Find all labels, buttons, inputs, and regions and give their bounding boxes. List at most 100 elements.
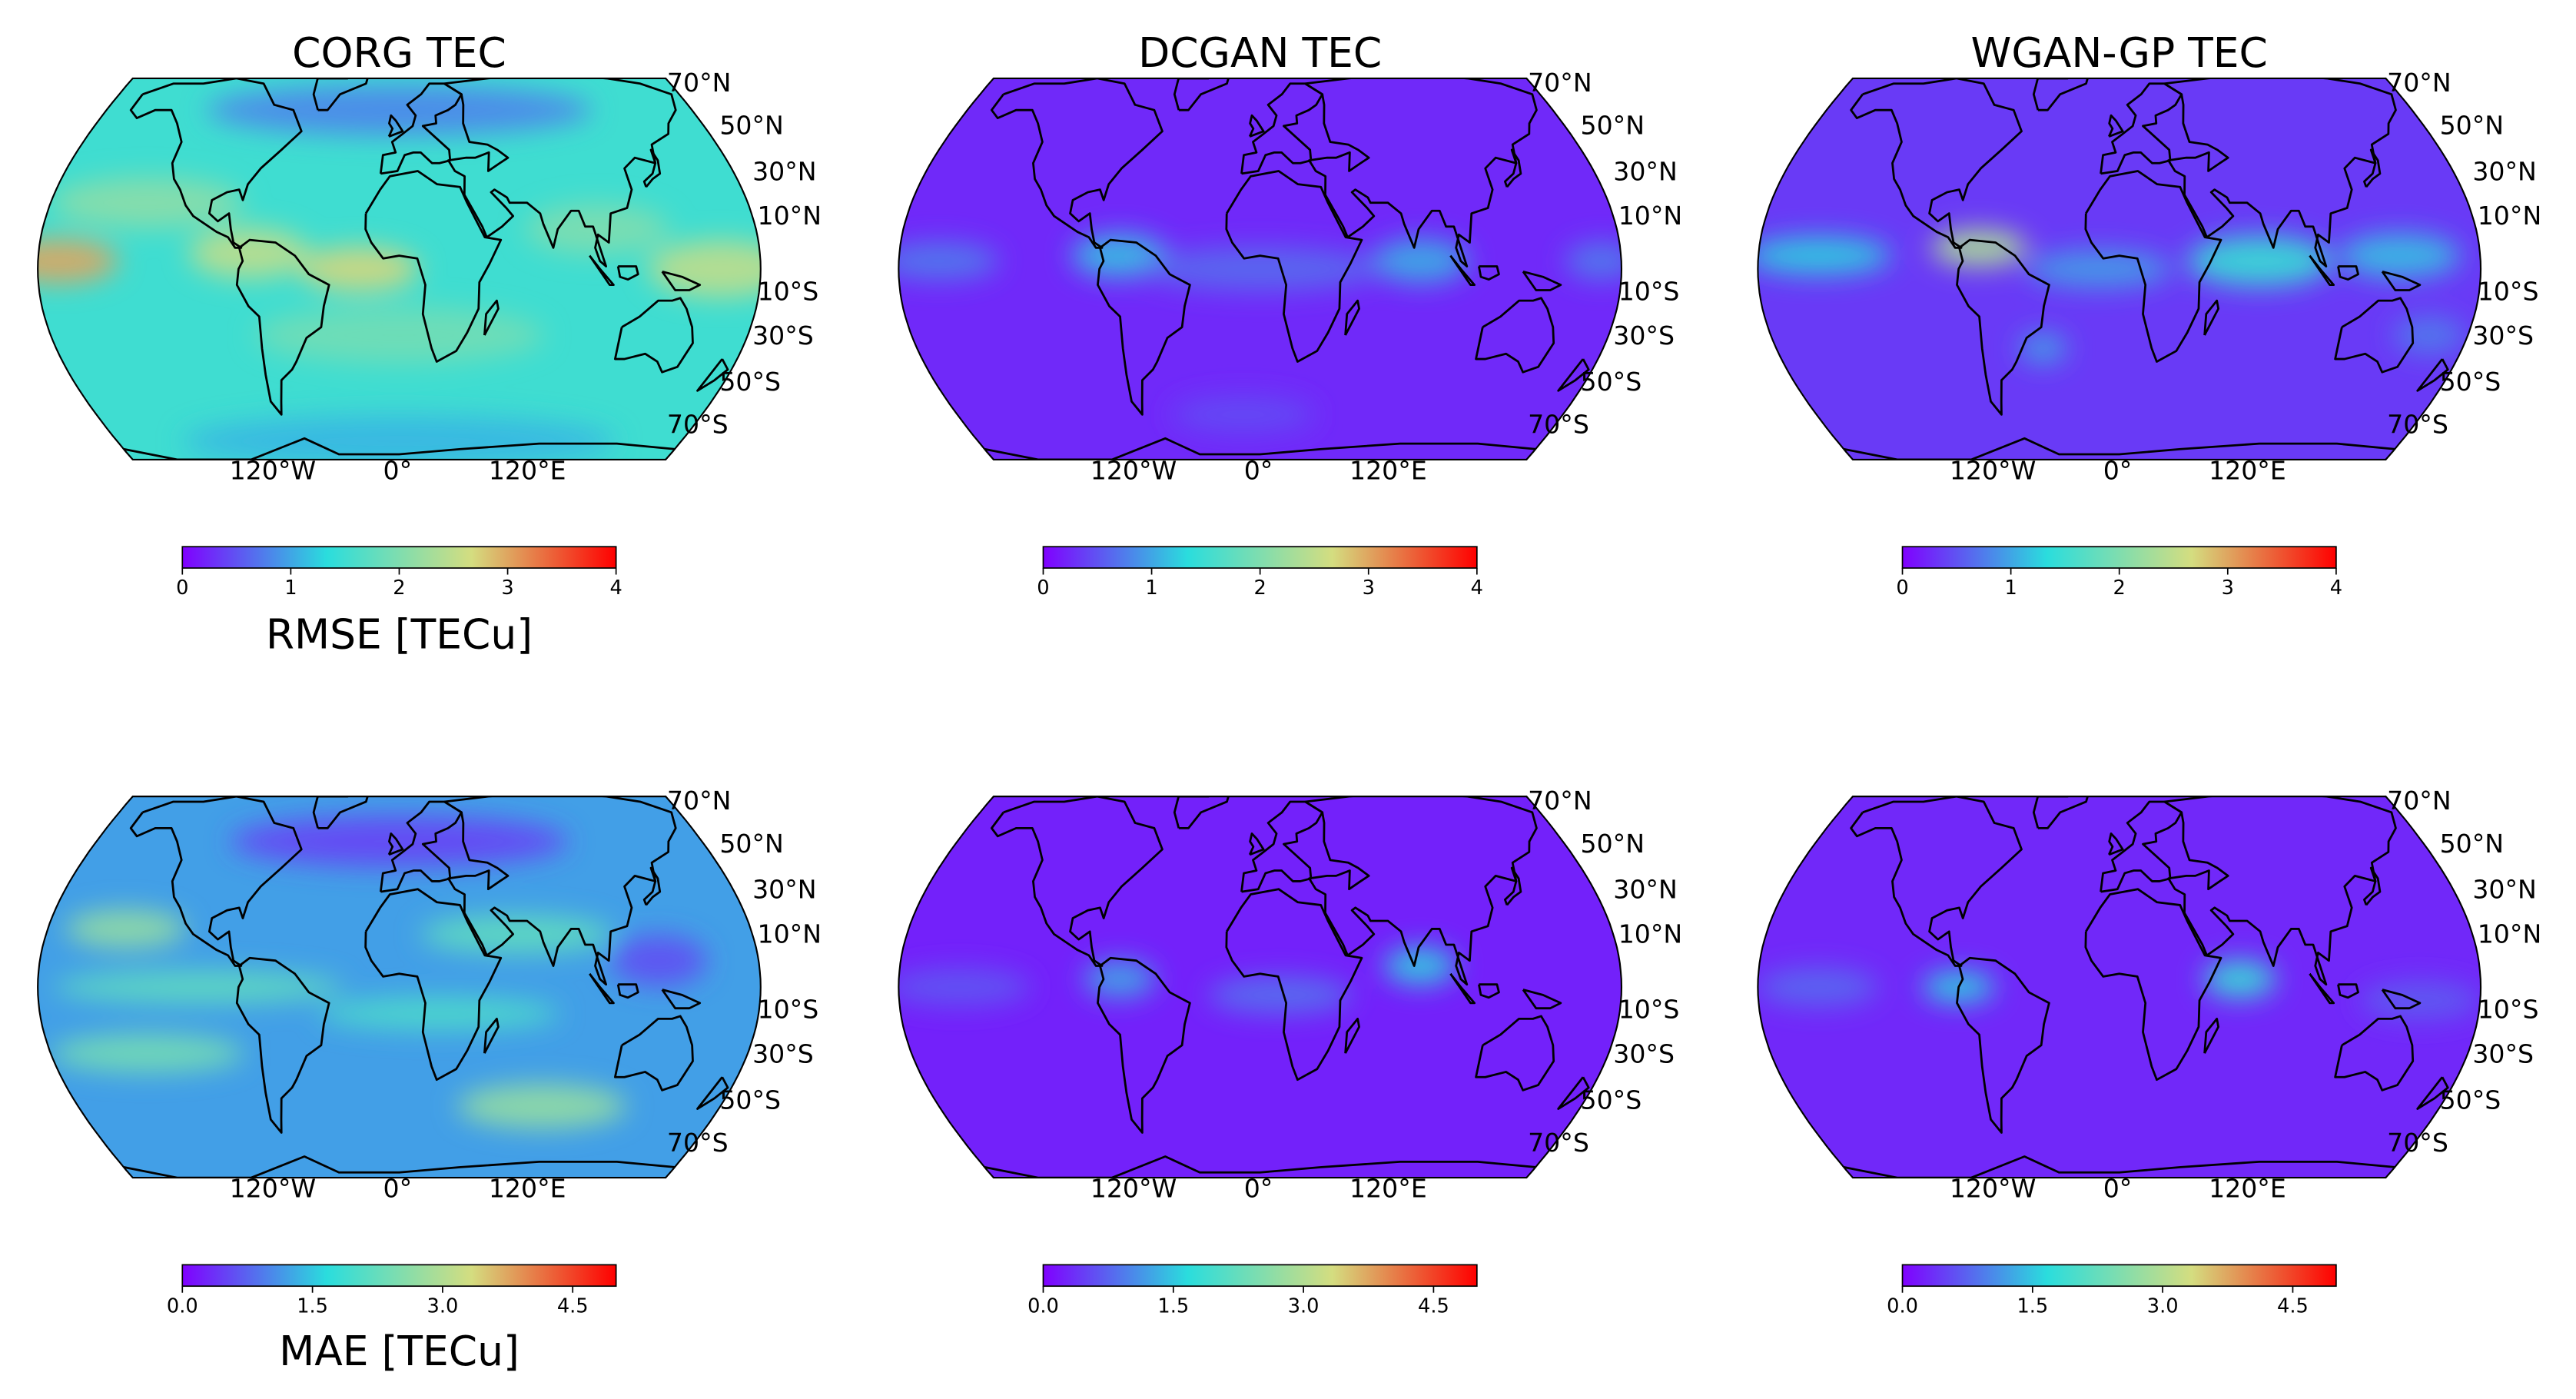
coastline [2309, 972, 2335, 1005]
lat-tick-label: 30°S [752, 1038, 814, 1068]
panel-dcgan-mae: 70°N 50°N 30°N 10°N 10°S 30°S 50°S 70°S 120°W 0° 1… [898, 786, 1682, 1318]
coastlines [1843, 78, 2449, 460]
colorbar-tick-label: 0 [1037, 577, 1049, 600]
lat-tick-label: 30°S [1613, 321, 1675, 351]
heatmap-blob [254, 306, 544, 364]
lat-tick-label: 70°N [2387, 786, 2452, 816]
lat-tick-label: 50°N [2440, 111, 2505, 141]
colorbar-tick-label: 1.5 [1157, 1294, 1189, 1318]
lat-tick-label: 70°N [1528, 786, 1592, 816]
lat-tick-label: 30°S [2472, 321, 2534, 351]
lon-tick-label: 120°W [230, 456, 317, 486]
heatmap-blob [2339, 233, 2461, 278]
colorbar-tick-label: 3.0 [2147, 1294, 2179, 1318]
lat-tick-label: 10°N [758, 919, 822, 949]
coastline [379, 82, 463, 175]
heatmap-blob [206, 85, 593, 136]
panel-wgan-mae: 70°N 50°N 30°N 10°N 10°S 30°S 50°S 70°S 120°W 0° 1… [1757, 786, 2541, 1318]
coastline [1097, 238, 1191, 416]
coastline [1240, 800, 1324, 893]
lat-tick-label: 10°N [758, 201, 822, 231]
lon-tick-label: 120°E [2209, 1174, 2286, 1204]
coastline [1304, 796, 1538, 986]
coastline [2334, 1015, 2415, 1092]
heatmap-field [38, 78, 761, 460]
coastline [2107, 114, 2124, 138]
heatmap-blob [1565, 241, 1622, 281]
heatmap-blob [51, 177, 244, 228]
colorbar [181, 1264, 617, 1288]
lat-tick-label: 70°S [667, 1128, 729, 1158]
lon-tick-label: 120°E [2209, 456, 2286, 486]
coastline [1522, 989, 1562, 1010]
lat-tick-label: 50°N [719, 111, 784, 141]
colorbar-tick-label: 1 [284, 577, 297, 600]
lon-tick-label: 120°E [489, 1174, 566, 1204]
heatmap-blob [1372, 238, 1469, 284]
coastline [1478, 265, 1500, 281]
colorbar-tick-label: 2 [393, 577, 405, 600]
heatmap-blob [51, 1034, 244, 1073]
heatmap-field [38, 796, 761, 1178]
lon-tick-label: 120°W [1090, 456, 1177, 486]
lat-tick-label: 50°S [2440, 367, 2501, 397]
coastline [2309, 254, 2335, 287]
coastline [1304, 78, 1538, 268]
coastline [483, 1017, 500, 1054]
coastline [2100, 82, 2183, 175]
colorbar-tick-label: 1 [2004, 577, 2017, 600]
coastline [589, 972, 615, 1005]
coastlines [123, 796, 729, 1178]
heatmap-blob [230, 816, 568, 867]
heatmap-blob [1383, 946, 1456, 985]
panel-corg-rmse: 70°N 50°N 30°N 10°N 10°S 30°S 50°S 70°S 120°W 0° 1… [37, 68, 822, 600]
lat-tick-label: 50°N [1581, 829, 1645, 859]
lat-tick-label: 50°N [2440, 829, 2505, 859]
heatmap-blob [1758, 968, 1879, 1006]
coastline [387, 832, 404, 856]
coastline [379, 800, 463, 893]
lat-tick-label: 30°N [2472, 156, 2537, 186]
panel-corg-mae: 70°N 50°N 30°N 10°N 10°S 30°S 50°S 70°S 120°W 0° 1… [37, 786, 822, 1318]
colorbar-tick-label: 1.5 [2017, 1294, 2048, 1318]
colorbar-tick-label: 3 [1363, 577, 1375, 600]
lon-tick-label: 0° [2103, 456, 2133, 486]
coastline [2084, 888, 2222, 1082]
panel-title-dcgan: DCGAN TEC [1138, 28, 1382, 77]
lat-tick-label: 10°S [1618, 995, 1680, 1025]
coastline [2363, 148, 2382, 188]
coastline [1956, 956, 2050, 1134]
lat-tick-label: 30°N [1613, 875, 1678, 905]
panel-title-corg: CORG TEC [292, 28, 506, 77]
coastline [1248, 832, 1265, 856]
lon-tick-label: 120°E [1349, 456, 1427, 486]
coastline [364, 170, 503, 363]
coastline [613, 1015, 694, 1092]
coastline [2163, 796, 2397, 986]
heatmap-blob [2392, 316, 2465, 354]
map-outline [37, 796, 762, 1179]
lon-tick-label: 120°E [489, 456, 566, 486]
lat-tick-label: 70°S [2387, 1128, 2448, 1158]
coastlines [1843, 796, 2449, 1178]
coastline [2337, 265, 2359, 281]
coastline [2163, 78, 2397, 268]
colorbar-tick-label: 1 [1145, 577, 1157, 600]
heatmap-blob [2203, 959, 2276, 999]
coastlines [123, 78, 729, 460]
coastline [129, 796, 303, 967]
lat-tick-label: 50°S [2440, 1085, 2501, 1115]
lat-tick-label: 30°S [752, 321, 814, 351]
colorbar-tick-label: 0.0 [1027, 1294, 1059, 1318]
heatmap-blob [298, 246, 420, 291]
lon-tick-label: 0° [2103, 1174, 2133, 1204]
lat-tick-label: 30°N [2472, 875, 2537, 905]
lat-tick-label: 10°S [1618, 277, 1680, 307]
colorbar-tick-label: 0 [1896, 577, 1908, 600]
panel-wgan-rmse: 70°N 50°N 30°N 10°N 10°S 30°S 50°S 70°S 120°W 0° 1… [1757, 68, 2541, 600]
mae-colorbar-label: MAE [TECu] [279, 1327, 520, 1375]
coastline [1173, 78, 1233, 111]
coastline [696, 358, 729, 392]
heatmap-blob [1207, 975, 1353, 1015]
coastline [235, 956, 330, 1134]
